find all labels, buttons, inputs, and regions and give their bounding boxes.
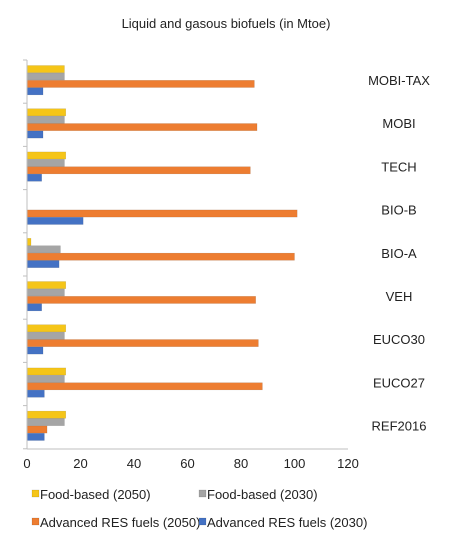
category-label: MOBI-TAX bbox=[368, 73, 430, 88]
bar-veh-series-1 bbox=[26, 288, 65, 297]
legend: Food-based (2050) Food-based (2030) Advanc… bbox=[31, 487, 367, 530]
plot-area: MOBI-TAX MOBI TECH BIO-B BIO-A VEH EUCO30 EUCO2… bbox=[23, 59, 430, 471]
legend-label: Advanced RES fuels (2050) bbox=[40, 515, 200, 530]
category-label: VEH bbox=[386, 289, 413, 304]
bar-mobi-tax-series-3 bbox=[26, 87, 44, 96]
bar-euco27-series-1 bbox=[26, 375, 65, 383]
bar-bio-b-series-3 bbox=[26, 217, 84, 225]
bar-mobi-tax-series-1 bbox=[26, 72, 65, 81]
category-label: MOBI bbox=[382, 116, 415, 131]
bar-tech-series-3 bbox=[26, 173, 42, 182]
bar-euco27-series-3 bbox=[26, 389, 45, 398]
bar-euco27-series-0 bbox=[26, 367, 67, 376]
bar-veh-series-3 bbox=[26, 303, 42, 312]
bar-ref2016-series-2 bbox=[26, 425, 48, 434]
bar-mobi-series-1 bbox=[26, 115, 65, 124]
legend-label: Advanced RES fuels (2030) bbox=[207, 515, 367, 530]
bar-euco30-series-0 bbox=[26, 324, 67, 333]
legend-swatch bbox=[31, 517, 40, 526]
x-tick-label: 20 bbox=[73, 456, 87, 471]
category-label: BIO-B bbox=[381, 203, 416, 218]
bar-mobi-tax-series-2 bbox=[26, 80, 255, 88]
bar-mobi-series-0 bbox=[26, 108, 67, 117]
x-tick-label: 40 bbox=[127, 456, 141, 471]
bar-mobi-tax-series-0 bbox=[26, 65, 65, 73]
bar-bio-a-series-0 bbox=[26, 238, 32, 246]
category-label: EUCO30 bbox=[373, 332, 425, 347]
legend-label: Food-based (2050) bbox=[40, 487, 151, 502]
bar-bio-a-series-3 bbox=[26, 260, 60, 268]
bar-bio-b-series-2 bbox=[26, 209, 298, 218]
bar-bio-a-series-2 bbox=[26, 252, 295, 261]
x-tick-label: 120 bbox=[337, 456, 359, 471]
bar-euco30-series-1 bbox=[26, 331, 65, 340]
legend-swatch bbox=[31, 489, 40, 498]
chart-title: Liquid and gasous biofuels (in Mtoe) bbox=[122, 16, 331, 31]
x-tick-label: 80 bbox=[234, 456, 248, 471]
legend-label: Food-based (2030) bbox=[207, 487, 318, 502]
bar-mobi-series-2 bbox=[26, 123, 258, 131]
x-tick-label: 0 bbox=[23, 456, 30, 471]
category-label: REF2016 bbox=[372, 419, 427, 434]
bar-ref2016-series-0 bbox=[26, 410, 67, 419]
category-label: EUCO27 bbox=[373, 375, 425, 390]
bar-euco30-series-3 bbox=[26, 346, 44, 355]
category-label: BIO-A bbox=[381, 246, 417, 261]
bar-mobi-series-3 bbox=[26, 130, 44, 139]
bar-bio-a-series-1 bbox=[26, 245, 61, 254]
category-label: TECH bbox=[381, 159, 416, 174]
bar-euco30-series-2 bbox=[26, 339, 259, 347]
bar-tech-series-0 bbox=[26, 151, 67, 160]
bar-ref2016-series-3 bbox=[26, 433, 45, 441]
legend-swatch bbox=[198, 517, 207, 526]
x-tick-label: 100 bbox=[284, 456, 306, 471]
bar-tech-series-2 bbox=[26, 166, 251, 175]
bar-veh-series-2 bbox=[26, 296, 256, 304]
legend-swatch bbox=[198, 489, 207, 498]
bar-tech-series-1 bbox=[26, 159, 65, 167]
bar-veh-series-0 bbox=[26, 281, 67, 289]
bar-ref2016-series-1 bbox=[26, 418, 65, 426]
bar-euco27-series-2 bbox=[26, 382, 263, 391]
x-tick-label: 60 bbox=[180, 456, 194, 471]
